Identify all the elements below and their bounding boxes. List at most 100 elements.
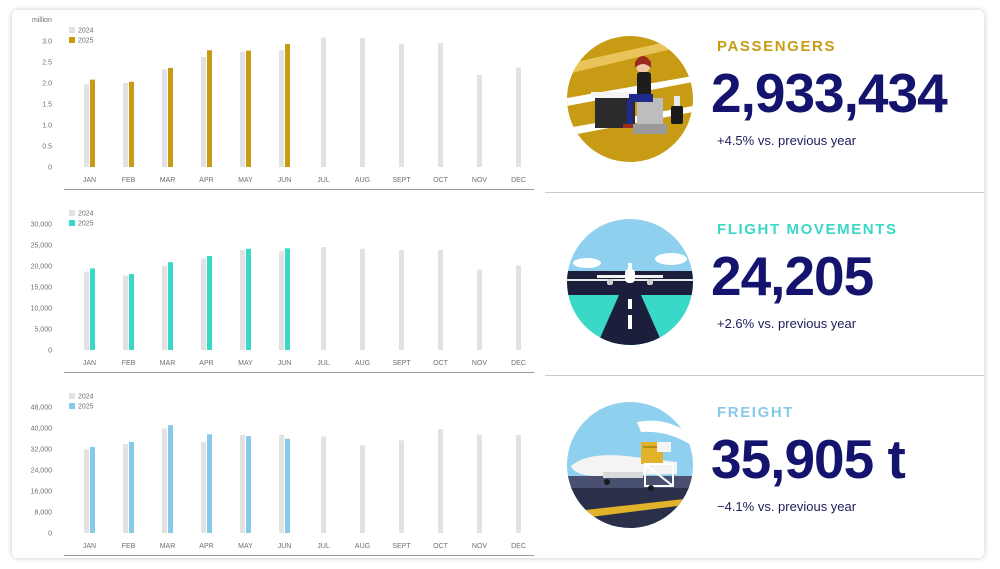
bar-2024 [84, 449, 89, 533]
bar-2024 [399, 250, 404, 350]
legend-swatch [69, 210, 75, 216]
x-tick-label: DEC [511, 177, 526, 184]
bar-2024 [162, 428, 167, 533]
bar-2024 [360, 445, 365, 533]
legend-label: 2025 [78, 221, 94, 228]
x-tick-label: NOV [472, 360, 488, 367]
bar-2024 [240, 434, 245, 533]
y-tick-label: 3.0 [42, 39, 52, 46]
x-tick-label: OCT [433, 177, 449, 184]
legend-swatch [69, 220, 75, 226]
bar-2025 [285, 248, 290, 350]
bar-2025 [90, 446, 95, 533]
bar-2024 [162, 266, 167, 350]
x-tick-label: OCT [433, 360, 449, 367]
bar-2024 [321, 247, 326, 350]
y-tick-label: 40,000 [31, 426, 53, 433]
x-axis-line [64, 189, 534, 190]
kpi-title: FREIGHT [717, 404, 795, 421]
legend-swatch [69, 403, 75, 409]
flight-movements-panel: FLIGHT MOVEMENTS 24,205 +2.6% vs. previo… [545, 193, 984, 375]
bar-2024 [201, 56, 206, 167]
bar-2024 [279, 434, 284, 533]
x-tick-label: DEC [511, 543, 526, 550]
bar-2025 [207, 50, 212, 167]
bar-2024 [477, 434, 482, 533]
bar-2024 [321, 436, 326, 533]
cargo-loading-illustration [567, 402, 693, 528]
bar-2024 [516, 67, 521, 167]
y-tick-label: 2.5 [42, 60, 52, 67]
legend-swatch [69, 393, 75, 399]
passengers-chart: million 3.0 2.5 2.0 1.5 1.0 0.5 0 2024 2025 JAN FEB… [32, 17, 534, 190]
bar-2024 [162, 69, 167, 167]
x-tick-label: JUN [278, 177, 292, 184]
bar-2024 [201, 258, 206, 350]
bar-2024 [516, 434, 521, 533]
kpi-delta: +2.6% vs. previous year [717, 316, 857, 331]
y-tick-label: 15,000 [31, 285, 53, 292]
y-tick-label: 30,000 [31, 222, 53, 229]
y-tick-label: 0 [48, 165, 52, 172]
x-tick-label: SEPT [392, 360, 411, 367]
x-tick-label: DEC [511, 360, 526, 367]
kpi-value: 35,905 t [711, 428, 906, 490]
kpi-title: FLIGHT MOVEMENTS [717, 221, 898, 238]
bar-2024 [123, 275, 128, 350]
bar-2025 [129, 81, 134, 167]
x-tick-label: JAN [83, 360, 96, 367]
bar-2025 [246, 50, 251, 167]
x-tick-label: APR [199, 177, 213, 184]
kpi-delta: +4.5% vs. previous year [717, 133, 857, 148]
x-tick-label: FEB [122, 360, 136, 367]
bar-2024 [438, 429, 443, 533]
x-tick-label: MAY [238, 543, 253, 550]
bar-2025 [168, 425, 173, 533]
x-tick-label: JUL [317, 543, 330, 550]
bar-2024 [279, 50, 284, 167]
y-tick-label: 2.0 [42, 81, 52, 88]
bar-2024 [123, 444, 128, 533]
bar-2024 [279, 250, 284, 350]
y-tick-label: 20,000 [31, 264, 53, 271]
x-tick-label: JUN [278, 543, 292, 550]
x-tick-label: AUG [355, 360, 370, 367]
bar-2024 [240, 51, 245, 167]
y-tick-label: 25,000 [31, 243, 53, 250]
passenger-lounge-illustration [567, 36, 693, 162]
x-tick-label: FEB [122, 543, 136, 550]
x-tick-label: MAY [238, 177, 253, 184]
x-tick-label: NOV [472, 177, 488, 184]
y-tick-label: 0 [48, 531, 52, 538]
x-axis-line [64, 555, 534, 556]
x-tick-label: JUN [278, 360, 292, 367]
x-tick-label: JAN [83, 543, 96, 550]
x-tick-label: FEB [122, 177, 136, 184]
bar-2024 [399, 440, 404, 533]
legend-swatch [69, 27, 75, 33]
bar-2024 [240, 250, 245, 350]
bar-2025 [285, 438, 290, 533]
bar-2025 [207, 255, 212, 350]
kpi-title: PASSENGERS [717, 38, 837, 55]
x-tick-label: MAR [160, 543, 176, 550]
freight-panel: FREIGHT 35,905 t −4.1% vs. previous year [545, 376, 984, 558]
x-tick-label: SEPT [392, 177, 411, 184]
bar-2024 [399, 43, 404, 167]
freight-chart: 48,000 40,000 32,000 24,000 16,000 8,000 0 2024… [31, 393, 534, 556]
x-tick-label: SEPT [392, 543, 411, 550]
bar-2024 [84, 272, 89, 350]
y-tick-label: 10,000 [31, 306, 53, 313]
panel-divider [545, 192, 984, 193]
y-tick-label: 1.5 [42, 102, 52, 109]
bar-2025 [246, 248, 251, 350]
runway-airplane-illustration [567, 219, 693, 345]
bar-2024 [321, 37, 326, 167]
y-tick-label: 0 [48, 348, 52, 355]
bar-2024 [360, 38, 365, 167]
x-tick-label: APR [199, 543, 213, 550]
flight-movements-chart: 30,000 25,000 20,000 15,000 10,000 5,000 0 2024… [31, 210, 534, 373]
legend-swatch [69, 37, 75, 43]
bar-2024 [438, 250, 443, 350]
x-tick-label: MAR [160, 360, 176, 367]
